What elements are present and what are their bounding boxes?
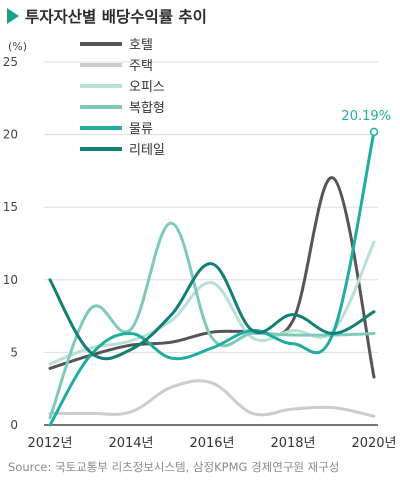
y-tick-label: 5 [10,345,18,359]
y-tick-label: 20 [3,128,18,142]
x-axis-ticks: 2012년 2014년 2016년 2018년 2020년 [27,436,396,451]
x-tick-label: 2014년 [108,436,153,451]
legend-label: 복합형 [129,101,165,116]
y-tick-label: 25 [3,55,18,69]
series-line-리테일 [48,262,376,361]
x-tick-label: 2012년 [27,436,72,451]
y-unit-label: (%) [8,40,27,53]
source-note: Source: 국토교통부 리츠정보시스템, 삼정KPMG 경제연구원 재구성 [8,460,339,474]
legend-label: 리테일 [129,143,165,158]
y-tick-label: 10 [3,273,18,287]
x-tick-label: 2018년 [270,436,315,451]
legend-label: 호텔 [129,38,153,53]
x-tick-label: 2016년 [189,436,234,451]
y-tick-label: 15 [3,200,18,214]
series-line-물류 [48,130,376,427]
series-line-주택 [48,379,376,418]
y-axis-ticks: 0 5 10 15 20 25 [3,55,18,432]
annotation-label: 20.19% [341,109,391,124]
series-line-복합형 [48,221,376,420]
x-tick-label: 2020년 [351,436,396,451]
series-lines [48,130,376,427]
legend-label: 물류 [129,122,153,137]
title-marker-icon [7,8,19,24]
y-tick-label: 0 [10,418,18,432]
legend-label: 오피스 [129,80,165,95]
grid [44,61,378,426]
annotation-marker [369,127,379,137]
legend-label: 주택 [129,59,153,74]
chart-title: 투자자산별 배당수익률 추이 [25,7,207,26]
annotation: 20.19% [341,109,391,137]
